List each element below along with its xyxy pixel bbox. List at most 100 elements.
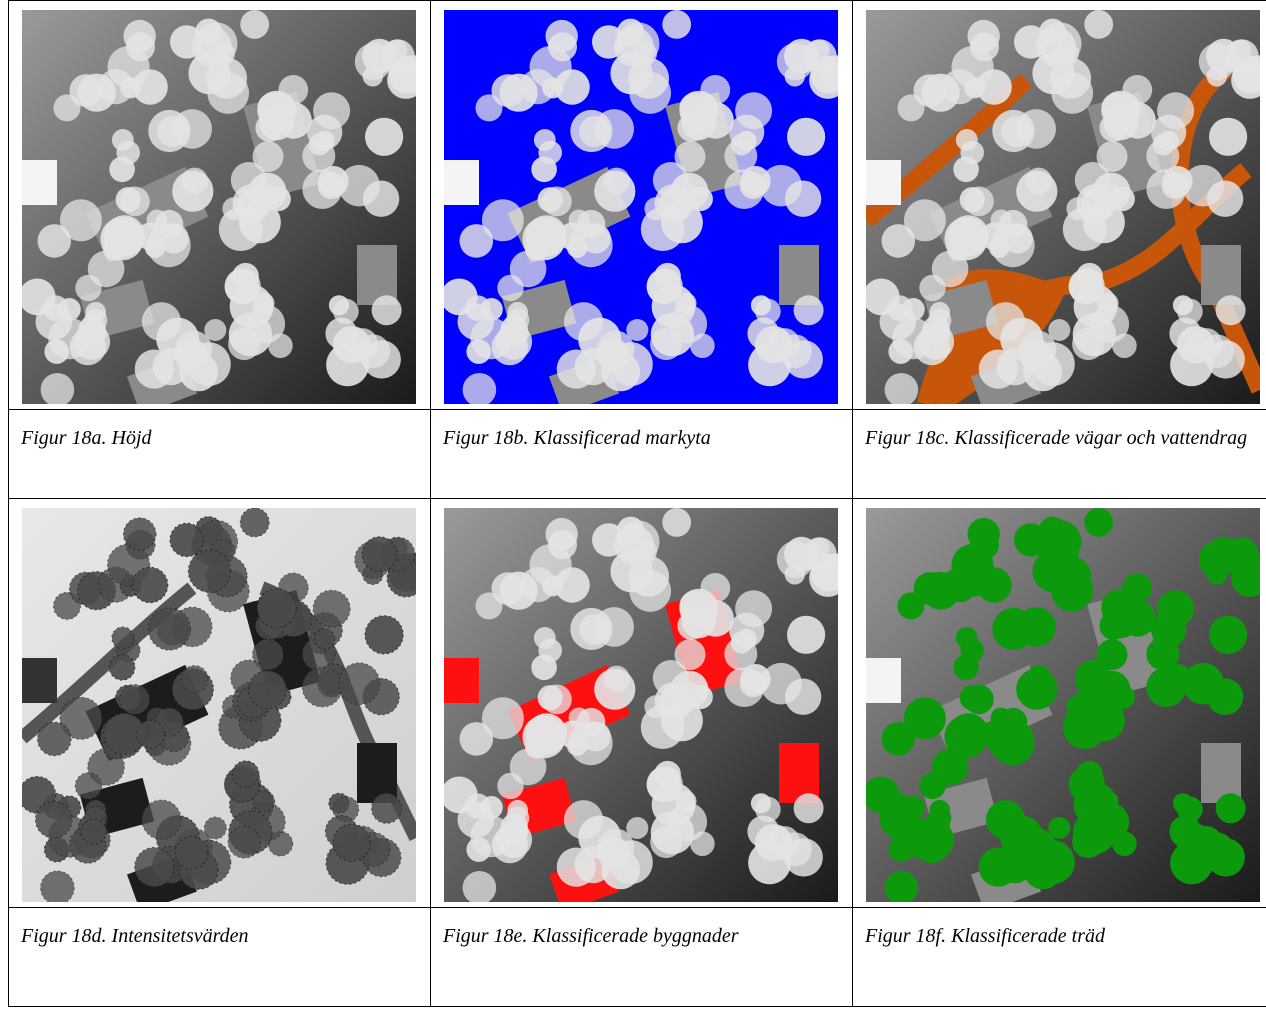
tree: [992, 607, 1035, 651]
tree: [947, 713, 989, 755]
tree: [531, 156, 557, 183]
tree: [231, 760, 260, 789]
tree: [724, 169, 765, 210]
tree: [919, 772, 946, 800]
tree: [554, 567, 590, 603]
tree: [978, 349, 1018, 389]
tree: [610, 550, 653, 593]
tree: [736, 628, 757, 649]
building: [779, 245, 819, 305]
tree: [203, 816, 227, 840]
tree: [240, 10, 270, 39]
tree: [793, 295, 824, 326]
tree: [980, 720, 1009, 749]
tree: [459, 722, 494, 756]
tree: [1146, 169, 1187, 210]
tree: [170, 25, 204, 59]
tree: [1096, 141, 1128, 173]
tree: [481, 697, 524, 740]
tree: [180, 665, 209, 693]
tree: [497, 274, 524, 302]
tree: [188, 52, 231, 95]
tree: [992, 109, 1035, 153]
tree: [227, 825, 261, 859]
tree: [558, 720, 587, 749]
tree: [119, 684, 151, 715]
tree: [976, 69, 1012, 105]
building: [866, 160, 901, 205]
tree: [554, 69, 590, 105]
tree: [132, 69, 168, 105]
tree: [592, 523, 626, 557]
tree: [204, 319, 227, 341]
tree: [457, 801, 495, 838]
tree: [1176, 326, 1215, 364]
building: [1201, 245, 1241, 305]
tree: [462, 373, 497, 404]
tree: [361, 536, 398, 573]
tree: [37, 224, 72, 258]
tree: [302, 169, 343, 210]
tree: [301, 666, 343, 708]
tree: [903, 697, 946, 740]
tree: [252, 790, 276, 813]
tree: [239, 508, 270, 538]
tree: [457, 303, 495, 341]
tree: [503, 819, 529, 845]
cell: [430, 498, 853, 908]
tree: [570, 607, 613, 651]
figure-image: [866, 10, 1260, 404]
tree: [760, 164, 802, 207]
tree: [610, 52, 653, 95]
tree: [670, 172, 709, 211]
tree: [925, 321, 951, 347]
cell: Figur 18f. Klassificerade träd: [852, 907, 1266, 1007]
tree: [371, 792, 403, 824]
tree: [1092, 670, 1131, 709]
tree: [1157, 92, 1195, 130]
tree: [1032, 52, 1075, 95]
tree: [879, 801, 917, 838]
tree: [603, 665, 630, 693]
tree: [654, 262, 681, 290]
tree: [120, 186, 150, 217]
tree: [542, 684, 572, 715]
tree: [1032, 550, 1075, 593]
figure-image: [22, 508, 416, 902]
tree: [1072, 327, 1105, 361]
tree: [674, 639, 706, 671]
cell: [852, 498, 1266, 908]
tree: [187, 549, 232, 593]
tree: [314, 130, 335, 151]
tree: [147, 607, 191, 651]
tree: [955, 129, 978, 151]
tree: [919, 274, 946, 302]
tree: [556, 847, 596, 887]
tree: [1209, 615, 1248, 654]
building: [357, 245, 397, 305]
tree: [338, 164, 380, 207]
cell: [852, 0, 1266, 410]
tree: [626, 319, 649, 341]
tree: [784, 536, 819, 572]
tree: [35, 303, 73, 341]
tree: [174, 835, 209, 870]
tree: [337, 662, 381, 705]
tree: [1084, 10, 1114, 39]
tree: [74, 772, 103, 800]
tree: [1215, 295, 1246, 326]
tree: [1158, 628, 1179, 649]
tree: [1101, 90, 1141, 130]
tree: [662, 508, 692, 537]
tree: [362, 38, 397, 74]
tree: [111, 626, 135, 650]
tree: [947, 215, 989, 257]
tree: [525, 215, 567, 257]
tree: [1157, 590, 1195, 628]
tree: [654, 760, 681, 788]
tree: [1072, 825, 1105, 859]
tree: [603, 167, 630, 195]
tree: [252, 638, 284, 671]
tree: [626, 817, 649, 839]
tree: [1096, 639, 1128, 671]
